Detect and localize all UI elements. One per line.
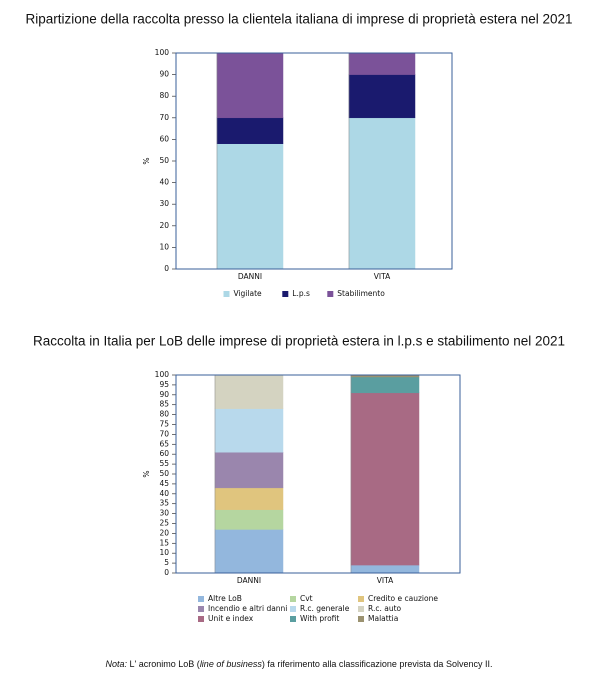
legend-swatch xyxy=(290,606,296,612)
bar-segment xyxy=(214,451,284,489)
bar-segment xyxy=(214,408,284,453)
legend-label: Altre LoB xyxy=(208,594,242,603)
bar-segment xyxy=(350,564,420,574)
y-tick-label: 60 xyxy=(159,134,169,143)
y-tick-label: 70 xyxy=(159,429,169,438)
y-tick-label: 80 xyxy=(159,410,169,419)
y-tick-label: 10 xyxy=(159,242,169,251)
y-axis-label: % xyxy=(142,157,151,164)
legend-label: Malattia xyxy=(368,614,398,623)
bar-segment xyxy=(216,117,284,144)
bar-segment xyxy=(350,392,420,566)
legend-label: Stabilimento xyxy=(337,289,385,298)
legend-swatch xyxy=(198,616,204,622)
y-tick-label: 10 xyxy=(159,548,169,557)
y-tick-label: 35 xyxy=(159,499,169,508)
y-axis-label: % xyxy=(142,470,151,477)
y-tick-label: 20 xyxy=(159,221,169,230)
y-tick-label: 0 xyxy=(164,568,169,577)
y-tick-label: 70 xyxy=(159,113,169,122)
y-tick-label: 25 xyxy=(159,519,169,528)
chart-title: Ripartizione della raccolta presso la cl… xyxy=(25,12,572,27)
y-tick-label: 0 xyxy=(164,264,169,273)
y-tick-label: 55 xyxy=(159,459,169,468)
legend-label: With profit xyxy=(300,614,339,623)
x-tick-label: DANNI xyxy=(237,576,261,585)
bar-segment xyxy=(214,374,284,409)
bar-segment xyxy=(348,74,416,119)
y-tick-label: 50 xyxy=(159,156,169,165)
note: Nota: L' acronimo LoB (line of business)… xyxy=(106,659,493,669)
note-label: Nota: xyxy=(106,659,128,669)
bar-segment xyxy=(216,52,284,119)
x-tick-label: VITA xyxy=(377,576,394,585)
y-tick-label: 85 xyxy=(159,400,169,409)
y-tick-label: 5 xyxy=(164,558,169,567)
y-tick-label: 30 xyxy=(159,509,169,518)
legend-swatch xyxy=(198,606,204,612)
bar-segment xyxy=(214,509,284,530)
y-tick-label: 60 xyxy=(159,449,169,458)
legend-swatch xyxy=(327,291,334,297)
y-tick-label: 75 xyxy=(159,420,169,429)
y-tick-label: 15 xyxy=(159,538,169,547)
legend-swatch xyxy=(358,596,364,602)
legend-swatch xyxy=(358,606,364,612)
legend-label: R.c. auto xyxy=(368,604,402,613)
legend-label: Unit e index xyxy=(208,614,254,623)
legend-label: Incendio e altri danni xyxy=(208,604,287,613)
bar-segment xyxy=(214,487,284,510)
y-tick-label: 45 xyxy=(159,479,169,488)
legend-swatch xyxy=(198,596,204,602)
chart-title: Raccolta in Italia per LoB delle imprese… xyxy=(33,334,565,349)
legend-swatch xyxy=(290,616,296,622)
legend-swatch xyxy=(358,616,364,622)
note-text: ) fa riferimento alla classificazione pr… xyxy=(262,659,493,669)
y-tick-label: 80 xyxy=(159,91,169,100)
x-tick-label: DANNI xyxy=(238,272,262,281)
bar-segment xyxy=(214,529,284,574)
x-tick-label: VITA xyxy=(374,272,391,281)
y-tick-label: 95 xyxy=(159,380,169,389)
y-tick-label: 90 xyxy=(159,70,169,79)
plot-frame xyxy=(175,374,461,574)
y-tick-label: 20 xyxy=(159,528,169,537)
y-tick-label: 100 xyxy=(155,370,170,379)
y-tick-label: 50 xyxy=(159,469,169,478)
bar-segment xyxy=(216,143,284,270)
bar-segment xyxy=(348,117,416,270)
legend-label: Cvt xyxy=(300,594,313,603)
bar-segment xyxy=(350,376,420,394)
legend-label: L.p.s xyxy=(292,289,310,298)
plot-frame xyxy=(175,52,453,270)
y-tick-label: 90 xyxy=(159,390,169,399)
legend-label: R.c. generale xyxy=(300,604,350,613)
note-text: line of business xyxy=(200,659,263,669)
y-tick-label: 40 xyxy=(159,489,169,498)
y-tick-label: 65 xyxy=(159,439,169,448)
legend-label: Vigilate xyxy=(234,289,263,298)
note-text: L' acronimo LoB ( xyxy=(130,659,200,669)
legend-label: Credito e cauzione xyxy=(368,594,438,603)
y-tick-label: 30 xyxy=(159,199,169,208)
bar-segment xyxy=(348,52,416,75)
y-tick-label: 40 xyxy=(159,178,169,187)
legend-swatch xyxy=(282,291,289,297)
legend-swatch xyxy=(223,291,230,297)
legend-swatch xyxy=(290,596,296,602)
y-tick-label: 100 xyxy=(155,48,170,57)
